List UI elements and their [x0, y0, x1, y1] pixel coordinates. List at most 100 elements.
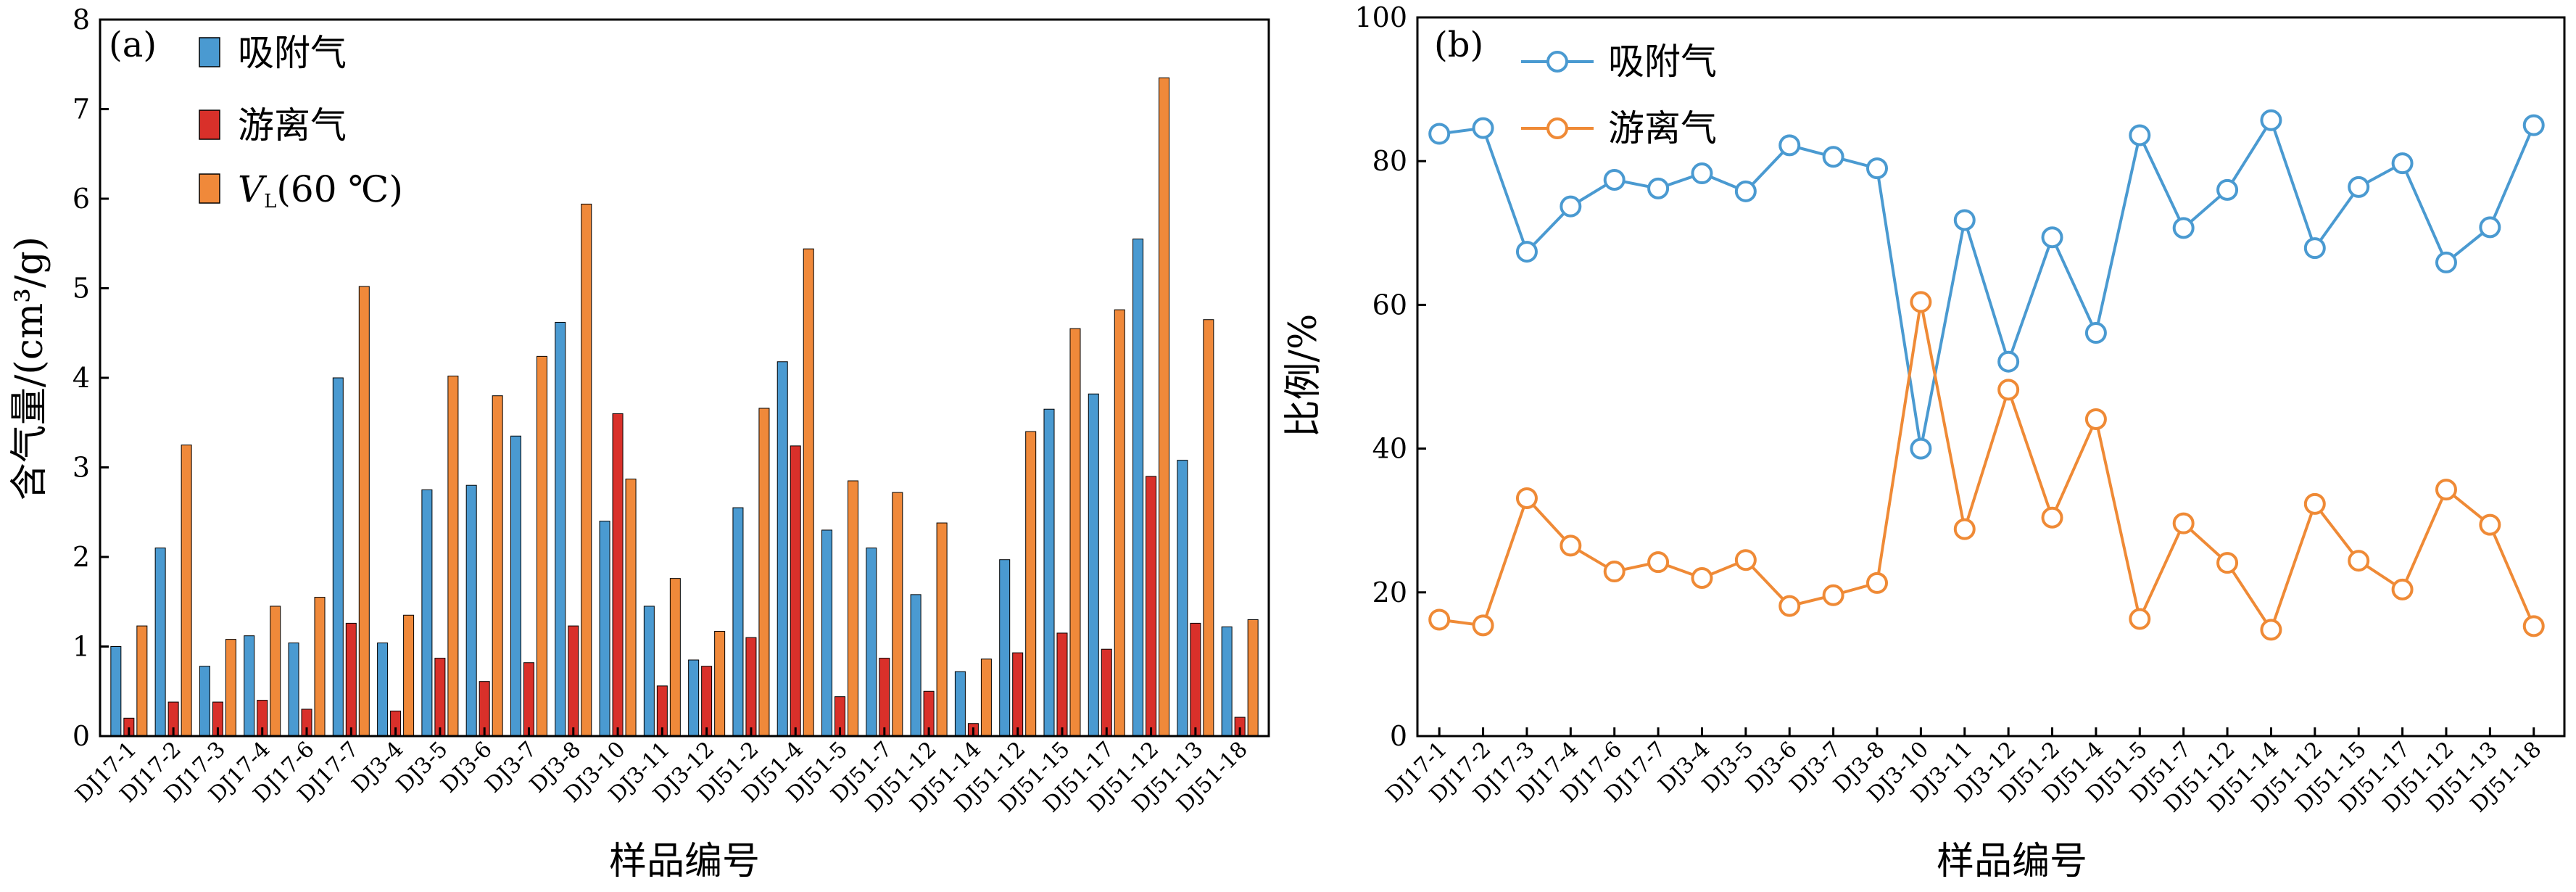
legend-label-adsorbed-b: 吸附气 [1608, 41, 1717, 83]
x-tick-label: DJ3-6 [436, 737, 497, 798]
data-point [2391, 578, 2414, 600]
bar [358, 286, 370, 737]
bar [1012, 652, 1024, 737]
data-point [2479, 513, 2501, 536]
x-tick-label: DJ3-4 [347, 737, 408, 798]
bar [288, 643, 299, 737]
bar [270, 606, 281, 737]
y-tick-label: 20 [1372, 577, 1407, 608]
bar [492, 395, 503, 737]
panel-a-ylabel: 含气量/(cm³/g) [8, 236, 51, 500]
bar [879, 658, 890, 737]
data-point [2303, 492, 2326, 515]
bar [581, 203, 592, 737]
data-point [1910, 437, 1932, 460]
panel-b-line-chart: 020406080100DJ17-1DJ17-2DJ17-3DJ17-4DJ17… [1282, 1, 2566, 883]
bar [1203, 319, 1214, 737]
bar [555, 321, 566, 737]
bar [1221, 626, 1233, 737]
panel-b-ylabel: 比例/% [1282, 314, 1325, 438]
y-tick-label: 60 [1372, 289, 1407, 321]
data-point [1428, 608, 1451, 631]
data-point [1866, 157, 1889, 180]
data-point [1997, 350, 2020, 373]
panel-a-legend: 吸附气 游离气 VL(60 ℃) [199, 32, 403, 212]
data-point [1910, 291, 1932, 313]
y-tick-label: 1 [73, 631, 90, 663]
legend-swatch-adsorbed [199, 37, 220, 67]
bar [625, 479, 637, 737]
bar [1159, 77, 1170, 737]
data-point [2435, 479, 2457, 501]
bar [821, 529, 833, 737]
panel-b-legend: 吸附气 游离气 [1521, 41, 1717, 149]
bar [181, 445, 192, 737]
bar [244, 635, 255, 737]
bar [332, 377, 344, 737]
data-point [2041, 226, 2063, 249]
bar [1190, 622, 1201, 737]
bar [866, 548, 877, 737]
y-tick-label: 0 [73, 720, 90, 752]
data-point [2348, 550, 2370, 572]
data-point [1647, 551, 1670, 574]
y-tick-label: 8 [73, 4, 90, 36]
bar [421, 489, 433, 737]
legend-label-free-b: 游离气 [1608, 107, 1717, 149]
data-point [1560, 534, 1582, 557]
data-point [2041, 506, 2063, 529]
data-point [1822, 584, 1844, 606]
bar [523, 662, 534, 737]
legend-swatch-vl [199, 173, 220, 204]
bar [136, 625, 148, 737]
bar [154, 548, 166, 737]
bar [701, 666, 713, 737]
bar [803, 248, 814, 737]
bar [688, 659, 700, 737]
series-line [1438, 302, 2535, 633]
legend-label-adsorbed: 吸附气 [238, 32, 347, 74]
data-point [1822, 146, 1844, 168]
bar [599, 521, 610, 737]
y-tick-label: 4 [73, 362, 90, 394]
data-point [1778, 595, 1801, 617]
x-tick-label: DJ3-5 [392, 737, 452, 798]
data-point [2084, 408, 2107, 430]
data-point [1472, 614, 1494, 637]
bar [758, 408, 770, 737]
bar [110, 646, 122, 737]
bar [568, 625, 579, 737]
bar [199, 666, 210, 737]
data-point [1691, 162, 1713, 185]
bar [980, 658, 992, 737]
bar [1177, 460, 1188, 737]
data-point [2391, 152, 2414, 175]
data-point [2084, 322, 2107, 344]
y-tick-label: 2 [73, 541, 90, 573]
bar [1101, 648, 1112, 737]
bar [447, 376, 459, 737]
bar [892, 492, 903, 737]
series-line [1438, 117, 2535, 449]
bar [714, 631, 726, 737]
bar [377, 643, 389, 737]
data-point [2479, 216, 2501, 239]
bar [745, 637, 757, 737]
data-point [1734, 549, 1757, 571]
bar [536, 355, 547, 737]
panel-b-axes: 020406080100DJ17-1DJ17-2DJ17-3DJ17-4DJ17… [1354, 1, 2566, 817]
bar [1069, 328, 1081, 737]
legend-swatch-free [199, 110, 220, 140]
bar [510, 435, 521, 737]
bar [1025, 431, 1037, 737]
data-point [2129, 124, 2151, 146]
legend-marker-free [1546, 117, 1568, 139]
panel-a-bars [110, 77, 1259, 737]
data-point [1778, 134, 1801, 157]
data-point [2129, 608, 2151, 630]
y-tick-label: 40 [1372, 433, 1407, 465]
data-point [2260, 619, 2282, 641]
data-point [1866, 571, 1889, 594]
data-point [1560, 195, 1582, 218]
bar [434, 658, 446, 737]
